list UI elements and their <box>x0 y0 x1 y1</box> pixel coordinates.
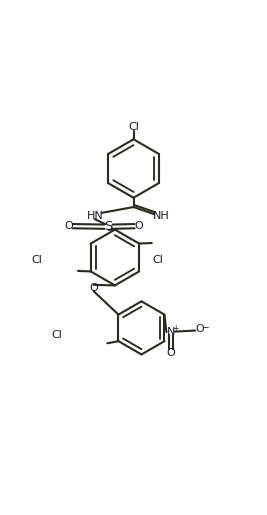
Text: −: − <box>201 322 209 331</box>
Text: O: O <box>166 348 175 358</box>
Text: S: S <box>104 220 113 233</box>
Text: O: O <box>195 324 204 334</box>
Text: N: N <box>167 327 175 337</box>
Text: HN: HN <box>87 211 103 220</box>
Text: Cl: Cl <box>51 330 62 340</box>
Text: O: O <box>135 221 143 231</box>
Text: O: O <box>64 221 73 231</box>
Text: +: + <box>172 324 178 333</box>
Text: Cl: Cl <box>31 255 42 265</box>
Text: NH: NH <box>153 211 170 220</box>
Text: O: O <box>89 283 98 293</box>
Text: Cl: Cl <box>152 255 163 265</box>
Text: Cl: Cl <box>128 122 139 131</box>
